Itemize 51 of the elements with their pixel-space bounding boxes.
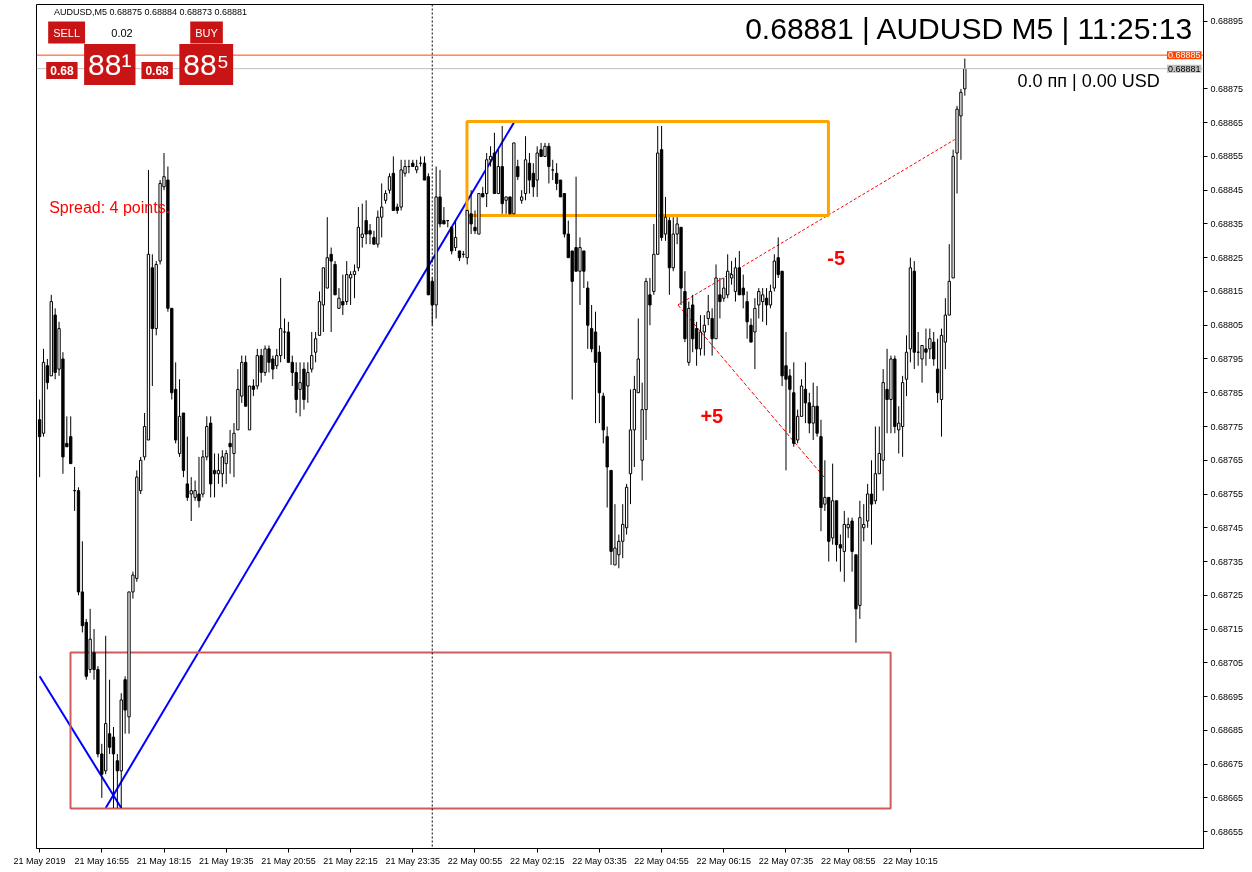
y-tick-label: 0.68835 <box>1210 218 1244 229</box>
x-tick-label: 22 May 03:35 <box>572 855 627 866</box>
y-tick-label: 0.68705 <box>1210 657 1244 668</box>
x-tick-label: 21 May 22:15 <box>323 855 378 866</box>
x-tick-label: 21 May 16:55 <box>74 855 130 866</box>
ref-line-label: 0.68885 <box>1167 50 1201 61</box>
y-tick-label: 0.68735 <box>1210 556 1244 567</box>
x-tick-label: 22 May 06:15 <box>696 855 752 866</box>
y-tick-label: 0.68815 <box>1210 286 1244 297</box>
y-tick-label: 0.68845 <box>1210 185 1244 196</box>
x-tick-label: 22 May 08:55 <box>820 855 876 866</box>
chart-title: AUDUSD,M5 0.68875 0.68884 0.68873 0.68881 <box>53 6 248 17</box>
x-tick-label: 21 May 18:15 <box>136 855 192 866</box>
y-tick-label: 0.68785 <box>1210 387 1244 398</box>
annotation: SELL <box>53 26 81 39</box>
y-tick-label: 0.68875 <box>1210 83 1244 94</box>
annotation: BUY <box>195 26 219 39</box>
annotation: 0.0 пп | 0.00 USD <box>1017 70 1160 91</box>
x-tick-label: 22 May 02:15 <box>509 855 565 866</box>
annotation: 0.02 <box>111 26 133 39</box>
y-tick-label: 0.68795 <box>1210 353 1244 364</box>
y-tick-label: 0.68745 <box>1210 522 1244 533</box>
x-tick-label: 22 May 00:55 <box>447 855 503 866</box>
y-tick-label: 0.68825 <box>1210 252 1244 263</box>
x-tick-label: 22 May 10:15 <box>883 855 938 866</box>
annotation: 0.68881 | AUDUSD M5 | 11:25:13 <box>745 12 1193 45</box>
x-tick-label: 21 May 20:55 <box>261 855 316 866</box>
x-tick-label: 22 May 04:55 <box>634 855 689 866</box>
y-tick-label: 0.68695 <box>1210 691 1244 702</box>
text: 0.68 88⁵ <box>145 48 230 81</box>
x-tick-label: 21 May 19:35 <box>198 855 254 866</box>
y-tick-label: 0.68725 <box>1210 590 1244 601</box>
y-tick-label: 0.68865 <box>1210 117 1244 128</box>
annotation: +5 <box>700 404 724 427</box>
y-tick-label: 0.68895 <box>1210 16 1244 27</box>
y-tick-label: 0.68685 <box>1210 725 1244 736</box>
y-tick-label: 0.68665 <box>1210 792 1244 803</box>
y-tick-label: 0.68855 <box>1210 151 1244 162</box>
x-tick-label: 21 May 23:35 <box>385 855 441 866</box>
y-tick-label: 0.68755 <box>1210 489 1244 500</box>
y-tick-label: 0.68655 <box>1210 826 1244 837</box>
y-tick-label: 0.68775 <box>1210 421 1244 432</box>
y-tick-label: 0.68715 <box>1210 624 1244 635</box>
annotation: -5 <box>827 246 846 269</box>
y-tick-label: 0.68765 <box>1210 455 1244 466</box>
text: 0.68 88¹ <box>50 48 132 81</box>
ref-line-label: 0.68881 <box>1167 63 1201 74</box>
y-tick-label: 0.68805 <box>1210 320 1244 331</box>
y-tick-label: 0.68675 <box>1210 759 1244 770</box>
x-tick-label: 22 May 07:35 <box>758 855 814 866</box>
x-tick-label: 21 May 2019 <box>13 855 66 866</box>
